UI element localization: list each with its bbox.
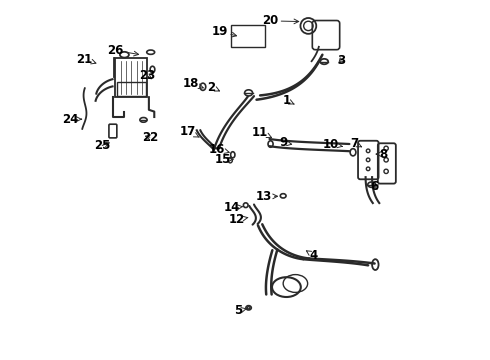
Text: 3: 3 <box>337 54 345 67</box>
Text: 24: 24 <box>62 113 81 126</box>
Text: 5: 5 <box>234 304 246 317</box>
Text: 2: 2 <box>207 81 220 94</box>
Text: 19: 19 <box>212 25 237 38</box>
Text: 10: 10 <box>323 138 343 150</box>
Text: 26: 26 <box>107 44 139 57</box>
Text: 22: 22 <box>142 131 158 144</box>
Text: 21: 21 <box>76 53 96 66</box>
Text: 9: 9 <box>279 136 292 149</box>
Text: 8: 8 <box>376 148 388 161</box>
Text: 15: 15 <box>214 153 233 166</box>
Text: 14: 14 <box>224 201 243 214</box>
Text: 17: 17 <box>180 125 199 138</box>
Text: 16: 16 <box>209 143 229 156</box>
Text: 6: 6 <box>370 180 379 193</box>
Text: 25: 25 <box>94 139 110 152</box>
Text: 11: 11 <box>252 126 271 139</box>
Bar <box>117 82 146 96</box>
Text: 1: 1 <box>283 94 294 107</box>
Text: 4: 4 <box>306 249 318 262</box>
Bar <box>116 58 147 97</box>
Text: 12: 12 <box>228 213 248 226</box>
Bar <box>231 25 265 47</box>
Text: 13: 13 <box>255 190 277 203</box>
Text: 7: 7 <box>350 137 362 150</box>
Text: 23: 23 <box>140 69 156 82</box>
Text: 20: 20 <box>262 14 299 27</box>
Text: 18: 18 <box>183 77 203 90</box>
